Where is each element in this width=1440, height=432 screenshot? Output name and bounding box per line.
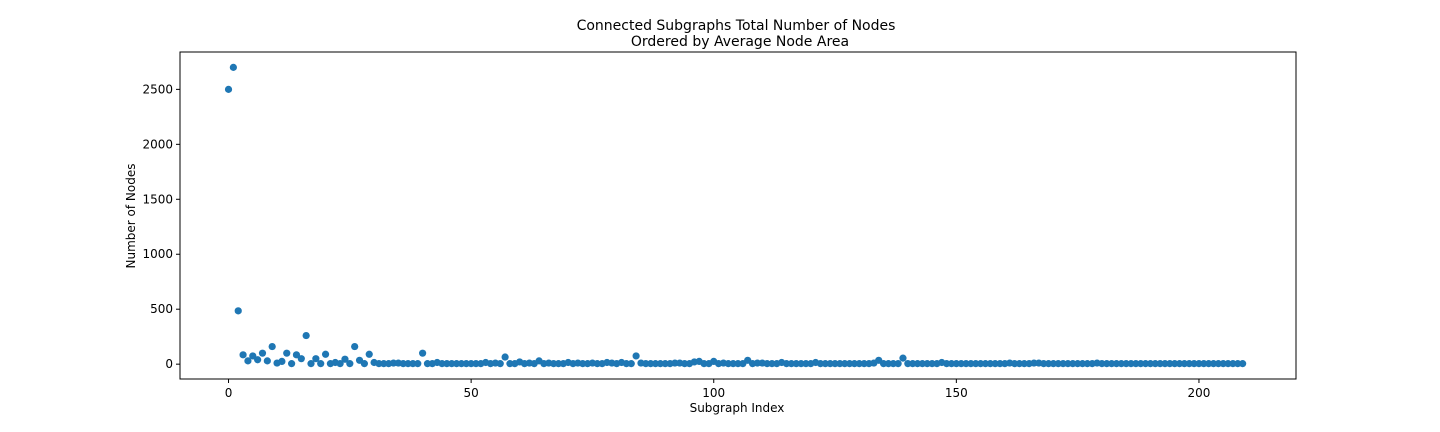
x-axis-label: Subgraph Index — [690, 401, 785, 415]
data-point — [278, 357, 286, 366]
data-point — [321, 350, 330, 358]
data-point — [341, 355, 349, 363]
data-point — [346, 360, 354, 368]
data-point — [419, 349, 427, 357]
data-point — [312, 355, 320, 363]
data-point — [239, 351, 247, 359]
y-tick-label: 2500 — [142, 82, 173, 96]
data-point — [254, 356, 262, 364]
data-point — [899, 354, 907, 362]
x-tick-label: 150 — [945, 386, 968, 400]
plot-frame — [179, 51, 1297, 380]
data-point — [288, 360, 296, 368]
data-point — [496, 360, 504, 368]
data-point — [365, 350, 373, 358]
data-point — [283, 349, 291, 357]
data-point — [258, 349, 267, 357]
y-tick-label: 500 — [150, 302, 173, 316]
data-point — [302, 331, 310, 340]
y-axis-label: Number of Nodes — [124, 164, 138, 269]
data-point — [414, 360, 422, 368]
data-point — [263, 357, 271, 365]
data-point — [501, 353, 509, 361]
data-point — [292, 351, 301, 359]
y-tick-label: 0 — [165, 357, 173, 371]
plot-area — [224, 63, 1247, 368]
data-point — [351, 342, 359, 351]
x-axis: 0 50 100 150 200 — [225, 379, 1211, 400]
data-point — [244, 357, 252, 365]
x-tick-label: 0 — [225, 386, 233, 400]
y-tick-label: 1500 — [142, 192, 173, 206]
data-point — [307, 360, 315, 368]
chart-subtitle: Ordered by Average Node Area — [631, 34, 849, 50]
x-tick-label: 50 — [463, 386, 478, 400]
data-point — [224, 85, 233, 93]
data-point — [317, 360, 325, 368]
y-tick-label: 2000 — [142, 137, 173, 151]
data-point — [268, 342, 276, 351]
y-tick-label: 1000 — [142, 247, 173, 261]
chart-title: Connected Subgraphs Total Number of Node… — [577, 18, 896, 34]
data-point — [360, 360, 368, 368]
x-tick-label: 100 — [702, 386, 725, 400]
data-point — [336, 360, 344, 368]
data-point — [627, 360, 635, 368]
data-point — [297, 355, 305, 363]
data-point — [1239, 360, 1247, 368]
data-point — [632, 352, 640, 360]
data-point — [894, 360, 902, 368]
x-tick-label: 200 — [1188, 386, 1211, 400]
data-point — [229, 63, 237, 71]
data-point — [249, 352, 257, 360]
y-axis: 0 500 1000 1500 2000 2500 — [142, 82, 180, 371]
data-point — [234, 307, 242, 315]
